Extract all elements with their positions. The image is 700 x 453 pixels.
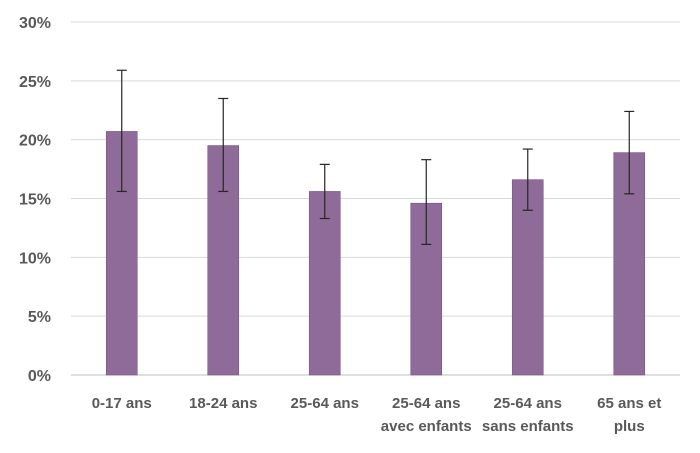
bars [105,131,646,376]
x-tick-label: 25-64 ans avec enfants [381,395,472,435]
y-tick-label: 30% [19,15,51,32]
y-tick-label: 5% [28,309,51,326]
y-tick-label: 20% [19,133,51,150]
error-bar [116,69,127,193]
bar [308,191,341,376]
error-bar [421,159,432,245]
error-bars [116,69,635,245]
x-tick-label: 25-64 ans sans enfants [482,395,574,435]
y-tick-label: 10% [19,250,51,267]
error-bar [218,97,229,193]
error-bar [624,110,635,195]
error-bar [319,163,330,220]
x-tick-label: 25-64 ans [291,395,359,412]
y-axis-tick-labels: 0% 5% 10% 15% 20% 25% 30% [19,15,51,385]
x-axis-tick-labels: 0-17 ans 18-24 ans 25-64 ans 25-64 ans avec … [92,395,662,435]
gridlines [71,21,680,376]
bar [511,179,544,376]
x-tick-label: 0-17 ans [92,395,152,412]
y-tick-label: 0% [28,368,51,385]
y-tick-label: 15% [19,192,51,209]
y-tick-label: 25% [19,74,51,91]
error-bar [522,148,533,211]
x-tick-label: 18-24 ans [189,395,257,412]
x-tick-label: 65 ans et plus [597,395,661,435]
